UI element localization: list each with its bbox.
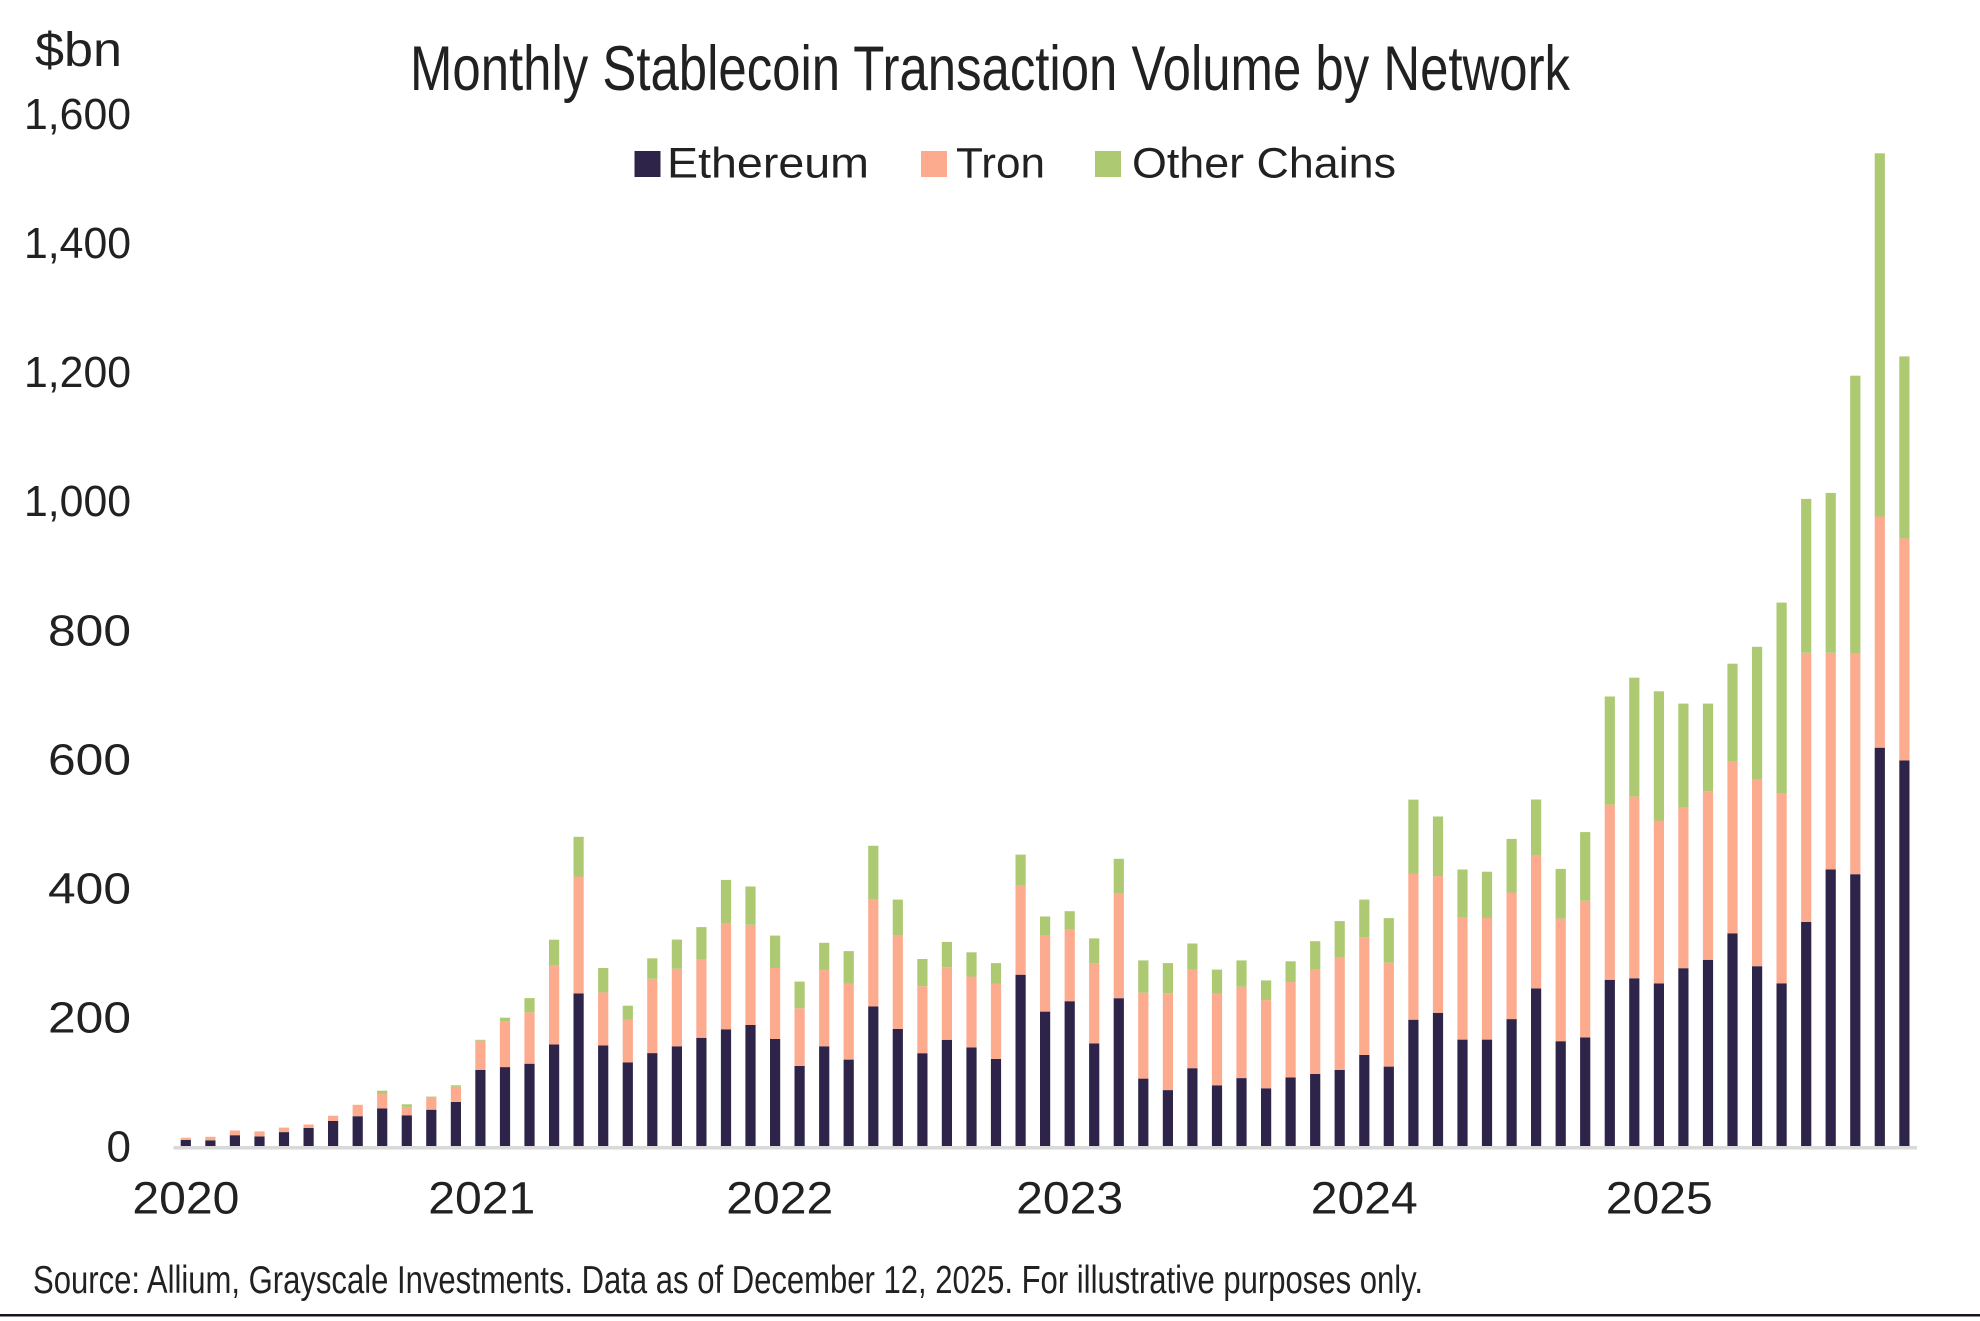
svg-text:Other Chains: Other Chains bbox=[1132, 140, 1396, 188]
svg-text:$bn: $bn bbox=[35, 24, 122, 77]
svg-text:2024: 2024 bbox=[1311, 1173, 1418, 1224]
svg-text:2023: 2023 bbox=[1016, 1173, 1123, 1224]
svg-text:Monthly Stablecoin Transaction: Monthly Stablecoin Transaction Volume by… bbox=[410, 34, 1570, 104]
svg-text:800: 800 bbox=[48, 606, 131, 655]
svg-text:1,400: 1,400 bbox=[24, 219, 131, 268]
svg-text:0: 0 bbox=[107, 1123, 131, 1172]
svg-text:1,600: 1,600 bbox=[24, 90, 131, 139]
svg-text:1,200: 1,200 bbox=[24, 348, 131, 397]
svg-text:200: 200 bbox=[48, 993, 131, 1042]
svg-text:600: 600 bbox=[48, 735, 131, 784]
svg-text:Ethereum: Ethereum bbox=[667, 140, 869, 188]
svg-text:Source: Allium, Grayscale Inve: Source: Allium, Grayscale Investments. D… bbox=[33, 1259, 1423, 1302]
svg-text:2025: 2025 bbox=[1606, 1173, 1713, 1224]
svg-text:1,000: 1,000 bbox=[24, 477, 131, 526]
svg-text:2020: 2020 bbox=[132, 1173, 239, 1224]
svg-text:400: 400 bbox=[48, 864, 131, 913]
svg-text:2022: 2022 bbox=[726, 1173, 833, 1224]
svg-text:2021: 2021 bbox=[428, 1173, 535, 1224]
svg-text:Tron: Tron bbox=[956, 140, 1045, 188]
